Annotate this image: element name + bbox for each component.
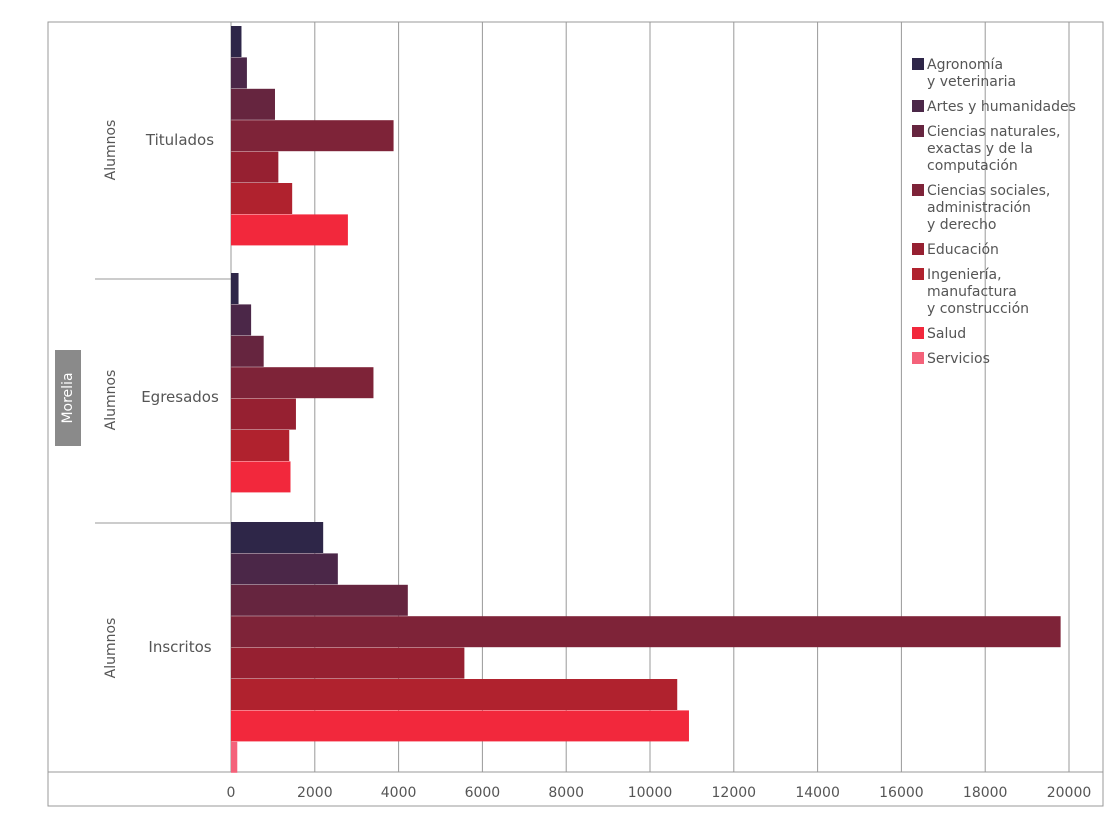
legend-label: Ciencias sociales, administración y derech… [927,183,1050,233]
x-tick-label: 20000 [1047,785,1092,801]
bar [231,304,252,336]
bar [231,183,293,214]
bar [231,335,264,367]
bar [231,741,238,773]
legend-label: Educación [927,242,999,258]
bar [231,120,394,152]
x-tick-label: 8000 [548,785,584,801]
legend-label: Ingeniería, manufactura y construcción [927,267,1029,317]
legend-swatch [912,327,924,339]
legend-label: Ciencias naturales, exactas y de la comput… [927,124,1060,174]
legend-label: Servicios [927,351,990,367]
bar [231,647,465,679]
bar [231,57,247,89]
bar [231,710,689,742]
x-tick-label: 10000 [628,785,673,801]
legend-swatch [912,268,924,280]
bar [231,26,242,57]
bar [231,273,239,304]
group-category-label: Alumnos [103,618,119,679]
bar [231,367,374,399]
x-tick-label: 4000 [381,785,417,801]
bar [231,522,324,553]
bar [231,214,348,246]
bar [231,679,678,710]
bar [231,553,338,585]
x-tick-label: 14000 [795,785,840,801]
legend-swatch [912,100,924,112]
x-tick-label: 0 [227,785,236,801]
bar [231,461,291,493]
legend-label: Salud [927,326,966,342]
x-tick-label: 6000 [465,785,501,801]
plot-frame [47,21,1104,807]
legend-label: Agronomía y veterinaria [927,57,1016,90]
region-label-box [55,350,81,446]
bar [231,616,1061,648]
bar [231,430,290,461]
legend-swatch [912,184,924,196]
legend-label: Artes y humanidades [927,99,1076,115]
legend-swatch [912,352,924,364]
legend-swatch [912,58,924,70]
bar [231,398,296,430]
legend-swatch [912,125,924,137]
group-label: Egresados [141,388,219,406]
bar [231,584,408,616]
group-category-label: Alumnos [103,120,119,181]
x-tick-label: 16000 [879,785,924,801]
x-tick-label: 12000 [712,785,757,801]
x-tick-label: 2000 [297,785,333,801]
bar [231,151,279,183]
group-label: Titulados [145,131,214,149]
bar [231,88,275,120]
region-label: Morelia [60,372,76,423]
group-label: Inscritos [148,638,211,656]
x-tick-label: 18000 [963,785,1008,801]
legend-swatch [912,243,924,255]
group-category-label: Alumnos [103,370,119,431]
